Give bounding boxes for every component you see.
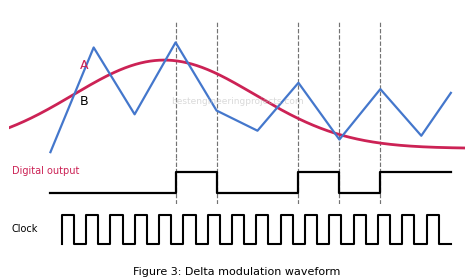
Text: Clock: Clock bbox=[12, 224, 38, 234]
Text: Digital output: Digital output bbox=[12, 166, 79, 176]
Text: A: A bbox=[80, 59, 89, 72]
Text: B: B bbox=[80, 95, 89, 108]
Text: bestengineeringprojects.com: bestengineeringprojects.com bbox=[171, 97, 303, 106]
Text: Figure 3: Delta modulation waveform: Figure 3: Delta modulation waveform bbox=[133, 267, 341, 277]
